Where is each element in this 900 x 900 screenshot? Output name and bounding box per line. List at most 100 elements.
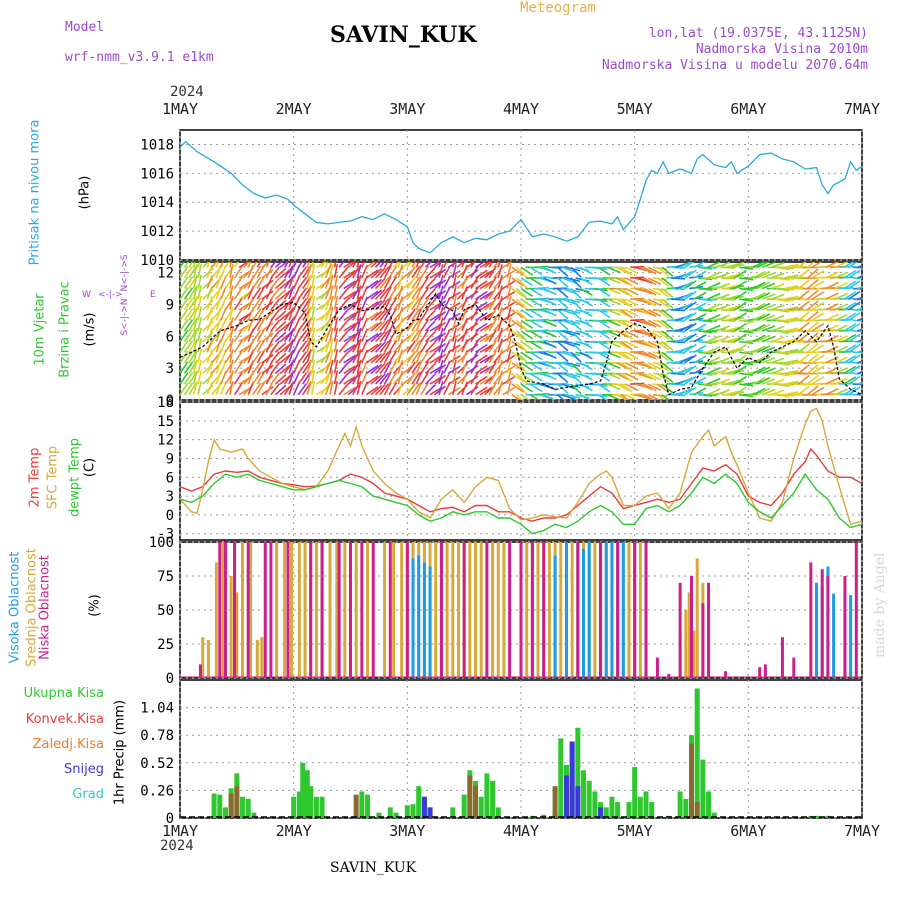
wind-barb (579, 287, 593, 296)
wind-barb (784, 348, 799, 354)
wind-barb (620, 277, 633, 287)
wind-barb (388, 286, 398, 300)
wind-barb (338, 362, 349, 374)
wind-barb (197, 295, 202, 310)
cloud-bar-mid (695, 558, 699, 678)
wind-barb (302, 265, 312, 279)
wind-barb (397, 349, 404, 364)
wind-barb (734, 312, 747, 322)
wind-barb (202, 267, 214, 279)
precip-bar-frozen (689, 743, 694, 818)
cloud-bar-mid (570, 542, 574, 678)
wind-barb (329, 264, 334, 279)
wind-barb (270, 262, 277, 268)
wind-barb (411, 265, 421, 279)
ytick-label-pressure: 1018 (140, 137, 174, 153)
wind-barb (670, 266, 686, 269)
cloud-bar-mid (303, 542, 307, 678)
wind-barb (752, 355, 766, 364)
wind-barb (806, 289, 819, 300)
cloud-bar-high (815, 582, 819, 678)
wind-barb (356, 264, 362, 279)
wind-barb (488, 276, 497, 289)
wind-barb (561, 372, 576, 379)
wind-barb (857, 286, 862, 290)
wind-barb (734, 365, 747, 375)
wind-barb (493, 262, 500, 268)
wind-barb (784, 295, 799, 300)
wind-barb (761, 272, 776, 279)
wind-barb (479, 312, 493, 322)
wind-barb (383, 307, 392, 321)
precip-bar-total (478, 796, 484, 818)
wind-barb (497, 262, 501, 268)
wind-barb (356, 338, 362, 353)
wind-barb (197, 262, 201, 268)
wind-barb (470, 286, 479, 300)
wind-barb (716, 325, 730, 332)
cloud-bar-low (263, 542, 267, 678)
wind-barb (702, 330, 717, 333)
cloud-bar-low (843, 576, 847, 678)
precip-bar-total (586, 780, 592, 818)
xtick-label-top: 5MAY (617, 100, 653, 118)
wind-barb (761, 262, 776, 269)
wind-barb (670, 340, 686, 344)
wind-barb (488, 262, 494, 268)
wind-barb (616, 393, 629, 400)
wind-barb (607, 340, 621, 348)
wind-barb (839, 276, 854, 279)
wind-barb (770, 357, 785, 364)
wind-barb (511, 351, 524, 361)
wind-barb (797, 374, 810, 385)
wind-barb (197, 349, 202, 364)
precip-bar-total (649, 802, 655, 818)
cloud-bar-low (462, 542, 466, 678)
wind-barb (488, 318, 497, 332)
wind-barb (402, 262, 411, 268)
wind-barb (693, 344, 707, 353)
legend-conv-rain: Konvek.Kisa (25, 712, 104, 727)
wind-barb (852, 372, 862, 375)
wind-barb (725, 316, 740, 322)
wind-barb (370, 278, 383, 290)
wind-barb (625, 372, 639, 381)
wind-barb (306, 359, 312, 374)
wind-barb (670, 362, 686, 365)
wind-barb (679, 323, 693, 332)
wind-barb (274, 384, 287, 396)
wind-barb (438, 359, 444, 374)
wind-barb (529, 372, 543, 382)
wind-barb (379, 361, 390, 374)
cloud-bar-high (422, 562, 426, 678)
wind-barb (834, 335, 848, 343)
wind-barb (561, 362, 576, 369)
wind-barb (188, 276, 197, 289)
wind-barb (438, 317, 444, 332)
wind-barb (456, 262, 465, 268)
wind-barb (202, 342, 214, 353)
wind-barb (274, 267, 287, 279)
wind-barb (693, 323, 707, 332)
wind-barb (739, 340, 754, 345)
wind-barb (847, 312, 861, 322)
wind-barb (256, 262, 262, 268)
wind-barb (625, 393, 638, 400)
wind-barb (206, 370, 213, 385)
wind-barb (770, 293, 785, 300)
wind-barb (761, 325, 776, 332)
wind-barb (534, 265, 549, 269)
wind-barb (343, 262, 354, 268)
wind-barb (311, 317, 316, 332)
cloud-bar-low (724, 671, 728, 678)
cloud-bar-low (405, 542, 409, 678)
wind-barb (215, 328, 222, 342)
wind-barb (656, 383, 670, 394)
wind-barb (229, 370, 234, 385)
wind-barb (561, 393, 576, 400)
wind-barb (180, 297, 189, 311)
wind-barb (274, 342, 287, 353)
wind-barb (797, 268, 810, 279)
wind-barb (192, 262, 196, 268)
cloud-bar-low (707, 582, 711, 678)
